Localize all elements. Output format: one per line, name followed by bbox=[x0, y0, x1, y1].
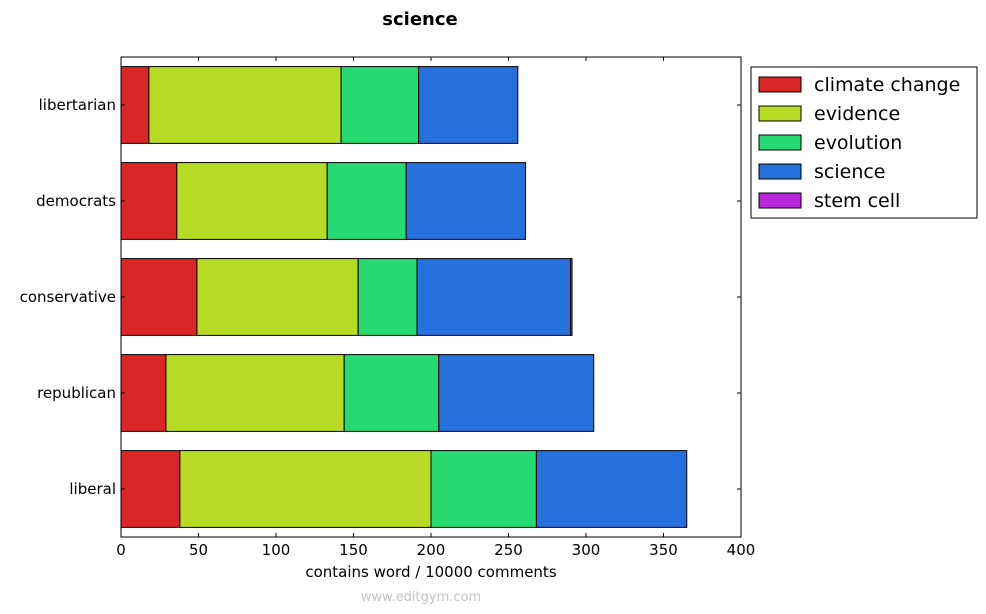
watermark: www.editgym.com bbox=[361, 590, 481, 605]
bar-republican-climate-change bbox=[120, 354, 167, 432]
bar-conservative-evolution bbox=[357, 258, 418, 336]
legend-label-science: science bbox=[814, 161, 886, 183]
bar-democrats-evidence bbox=[176, 162, 328, 240]
x-tick-label-150: 150 bbox=[339, 541, 368, 559]
bar-libertarian-climate-change bbox=[120, 66, 150, 144]
bar-republican-evidence bbox=[165, 354, 345, 432]
chart-title: science bbox=[382, 9, 457, 30]
legend-label-stem-cell: stem cell bbox=[814, 190, 900, 212]
y-tick-label-libertarian: libertarian bbox=[39, 96, 116, 114]
x-tick-label-400: 400 bbox=[727, 541, 756, 559]
legend-label-evolution: evolution bbox=[814, 132, 902, 154]
legend-swatch-climate-change bbox=[758, 76, 802, 93]
bar-conservative-science bbox=[416, 258, 571, 336]
ticks-group bbox=[120, 57, 742, 537]
x-tick-label-350: 350 bbox=[649, 541, 678, 559]
y-tick-label-republican: republican bbox=[37, 384, 116, 402]
bar-democrats-science bbox=[405, 162, 527, 240]
bar-libertarian-evidence bbox=[148, 66, 342, 144]
y-tick-label-democrats: democrats bbox=[36, 192, 116, 210]
x-tick-label-0: 0 bbox=[116, 541, 126, 559]
bar-libertarian-science bbox=[418, 66, 519, 144]
legend-swatch-evidence bbox=[758, 105, 802, 122]
bar-conservative-evidence bbox=[196, 258, 359, 336]
legend: climate change evidence evolution science st… bbox=[750, 66, 978, 219]
bar-liberal-evidence bbox=[179, 450, 432, 528]
x-tick-label-250: 250 bbox=[494, 541, 523, 559]
x-tick-label-100: 100 bbox=[262, 541, 291, 559]
x-tick-label-200: 200 bbox=[417, 541, 446, 559]
y-tick-label-conservative: conservative bbox=[20, 288, 116, 306]
bar-conservative-climate-change bbox=[120, 258, 198, 336]
bar-republican-evolution bbox=[343, 354, 440, 432]
bar-liberal-evolution bbox=[430, 450, 537, 528]
bar-democrats-evolution bbox=[326, 162, 407, 240]
bar-conservative-stem-cell bbox=[570, 258, 573, 336]
bars-group bbox=[120, 66, 688, 528]
bar-libertarian-evolution bbox=[340, 66, 420, 144]
y-tick-label-liberal: liberal bbox=[69, 480, 116, 498]
legend-swatch-evolution bbox=[758, 134, 802, 151]
bar-democrats-climate-change bbox=[120, 162, 178, 240]
legend-swatch-science bbox=[758, 163, 802, 180]
legend-swatch-stem-cell bbox=[758, 192, 802, 209]
category-labels: libertarian democrats conservative republic… bbox=[20, 96, 117, 498]
bar-liberal-science bbox=[535, 450, 688, 528]
bar-republican-science bbox=[438, 354, 595, 432]
x-axis-label: contains word / 10000 comments bbox=[305, 563, 556, 581]
x-tick-label-300: 300 bbox=[572, 541, 601, 559]
legend-label-evidence: evidence bbox=[814, 103, 900, 125]
x-tick-label-50: 50 bbox=[189, 541, 208, 559]
bar-liberal-climate-change bbox=[120, 450, 181, 528]
legend-label-climate-change: climate change bbox=[814, 74, 960, 96]
x-tick-labels: 0 50 100 150 200 250 300 350 400 bbox=[116, 541, 755, 559]
